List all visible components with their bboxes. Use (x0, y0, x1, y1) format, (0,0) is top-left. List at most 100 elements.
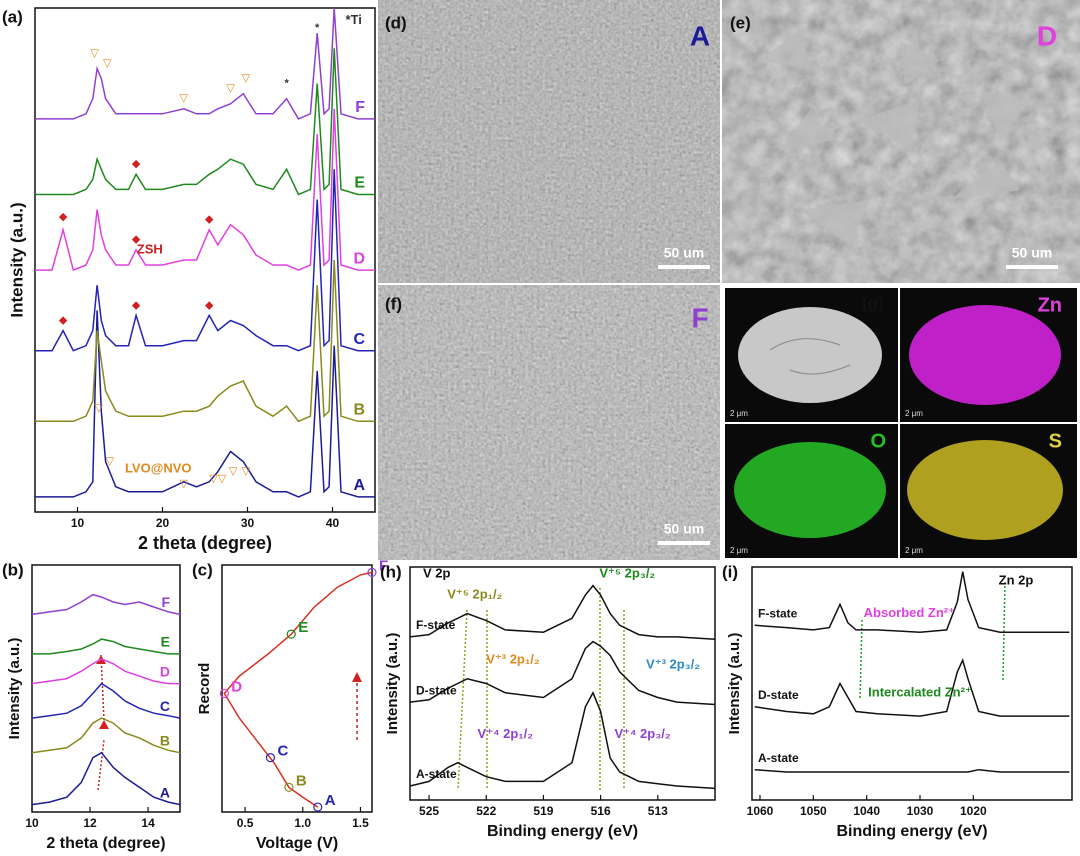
y-axis-label: Intensity (a.u.) (6, 638, 23, 740)
scale-label: 50 um (664, 245, 704, 261)
series-label: E (161, 634, 170, 650)
s-map (907, 440, 1063, 540)
image-tone (378, 285, 720, 560)
annotation: ▽ (90, 47, 99, 59)
annotation: ▽ (209, 473, 218, 485)
scale-label: 2 μm (905, 409, 923, 418)
scale-bar (1006, 265, 1058, 269)
point-label: C (277, 743, 288, 760)
image-texture (378, 0, 720, 283)
curve (223, 571, 373, 808)
annotation: ◆ (205, 299, 214, 311)
annotation: ▽ (226, 83, 235, 95)
scale-bar (658, 541, 710, 545)
series-label: F (161, 594, 170, 610)
annotation: LVO@NVO (125, 461, 192, 476)
annotation: ▽ (242, 72, 251, 84)
series-label: A-state (416, 767, 457, 781)
annotation: ◆ (132, 299, 141, 311)
series-label: D-state (758, 688, 799, 702)
annotation: V⁺⁴ 2p₁/₂ (478, 726, 534, 741)
series-label: D (160, 663, 170, 679)
series-label: C (160, 698, 170, 714)
crystal-flakes (760, 30, 1030, 245)
x-tick-label: 30 (241, 516, 255, 530)
panel-label: (h) (380, 562, 402, 581)
map-label: O (870, 430, 886, 452)
arrow-head (352, 672, 362, 682)
x-tick-label: 10 (71, 516, 85, 530)
annotation: * (284, 78, 289, 90)
panel-label: (d) (385, 13, 407, 32)
sample-tag: F (691, 302, 708, 333)
x-axis-label: 2 theta (degree) (46, 835, 165, 852)
x-tick-label: 0.5 (237, 816, 254, 830)
arrow-head (96, 655, 109, 729)
series-line (35, 7, 375, 120)
eds-maps: (g) Zn O S 2 μm 2 μm 2 μm 2 μm (725, 288, 1077, 558)
annotation: ▽ (242, 466, 251, 478)
scale-label: 50 um (1012, 245, 1052, 261)
series-label: D (353, 250, 365, 267)
annotation: Absorbed Zn²⁺ (864, 605, 955, 620)
plot-frame (31, 564, 181, 813)
y-axis-label: Intensity (a.u.) (384, 633, 401, 735)
series-line (409, 584, 716, 640)
x-tick-label: 1060 (747, 804, 774, 818)
series-label: E (354, 175, 365, 192)
panel-label: (c) (192, 560, 213, 579)
x-tick-label: 14 (141, 816, 155, 830)
panel-label: (g) (862, 293, 884, 312)
state-point (286, 629, 296, 639)
particle-texture (769, 338, 851, 375)
annotation: V⁺⁵ 2p₃/₂ (599, 565, 655, 580)
scale-label: 2 μm (730, 409, 748, 418)
state-point (219, 688, 229, 699)
x-tick-label: 20 (156, 516, 170, 530)
y-axis-label: Record (196, 663, 213, 715)
series-line (31, 593, 181, 616)
x-tick-label: 1020 (960, 804, 987, 818)
annotation: ▽ (95, 403, 104, 415)
x-tick-label: 1040 (853, 804, 880, 818)
x-tick-label: 516 (591, 804, 611, 818)
sem-image-d: (d) A 50 um (378, 0, 720, 283)
plot-frame (409, 566, 716, 801)
series-line (754, 768, 1070, 773)
sem-image-e: (e) D 50 um (722, 0, 1080, 283)
series-label: A (160, 784, 170, 800)
plot-frame (751, 566, 1073, 801)
sample-tag: D (1037, 20, 1057, 51)
state-point (284, 782, 294, 792)
annotation: V⁺⁴ 2p₃/₂ (614, 726, 670, 741)
x-tick-label: 1.5 (352, 816, 369, 830)
x-tick-label: 519 (533, 804, 553, 818)
annotation: ◆ (59, 314, 68, 326)
series-line (35, 169, 375, 352)
annotation: ▽ (218, 473, 227, 485)
map-label: S (1049, 430, 1062, 452)
annotation: V 2p (423, 565, 451, 580)
series-line (31, 717, 181, 754)
series-line (35, 108, 375, 272)
annotation: V⁺⁵ 2p₁/₂ (447, 586, 502, 601)
annotation: ◆ (59, 211, 68, 223)
point-label: A (325, 792, 336, 809)
scale-label: 50 um (664, 521, 704, 537)
peak-guide (859, 581, 1006, 701)
series-line (35, 310, 375, 498)
scale-bar (658, 265, 710, 269)
series-label: B (353, 401, 365, 418)
x-axis-label: 2 theta (degree) (138, 533, 272, 553)
x-axis-label: Binding energy (eV) (836, 823, 987, 840)
x-axis-label: Binding energy (eV) (487, 823, 638, 840)
x-tick-label: 12 (83, 816, 97, 830)
series-label: A (353, 477, 365, 494)
x-tick-label: 1.0 (294, 816, 311, 830)
annotation: V⁺³ 2p₃/₂ (646, 656, 700, 671)
x-tick-label: 525 (419, 804, 439, 818)
x-tick-label: 522 (476, 804, 496, 818)
plot-frame (221, 564, 373, 813)
annotation: * (315, 22, 320, 34)
x-tick-label: 10 (25, 816, 39, 830)
